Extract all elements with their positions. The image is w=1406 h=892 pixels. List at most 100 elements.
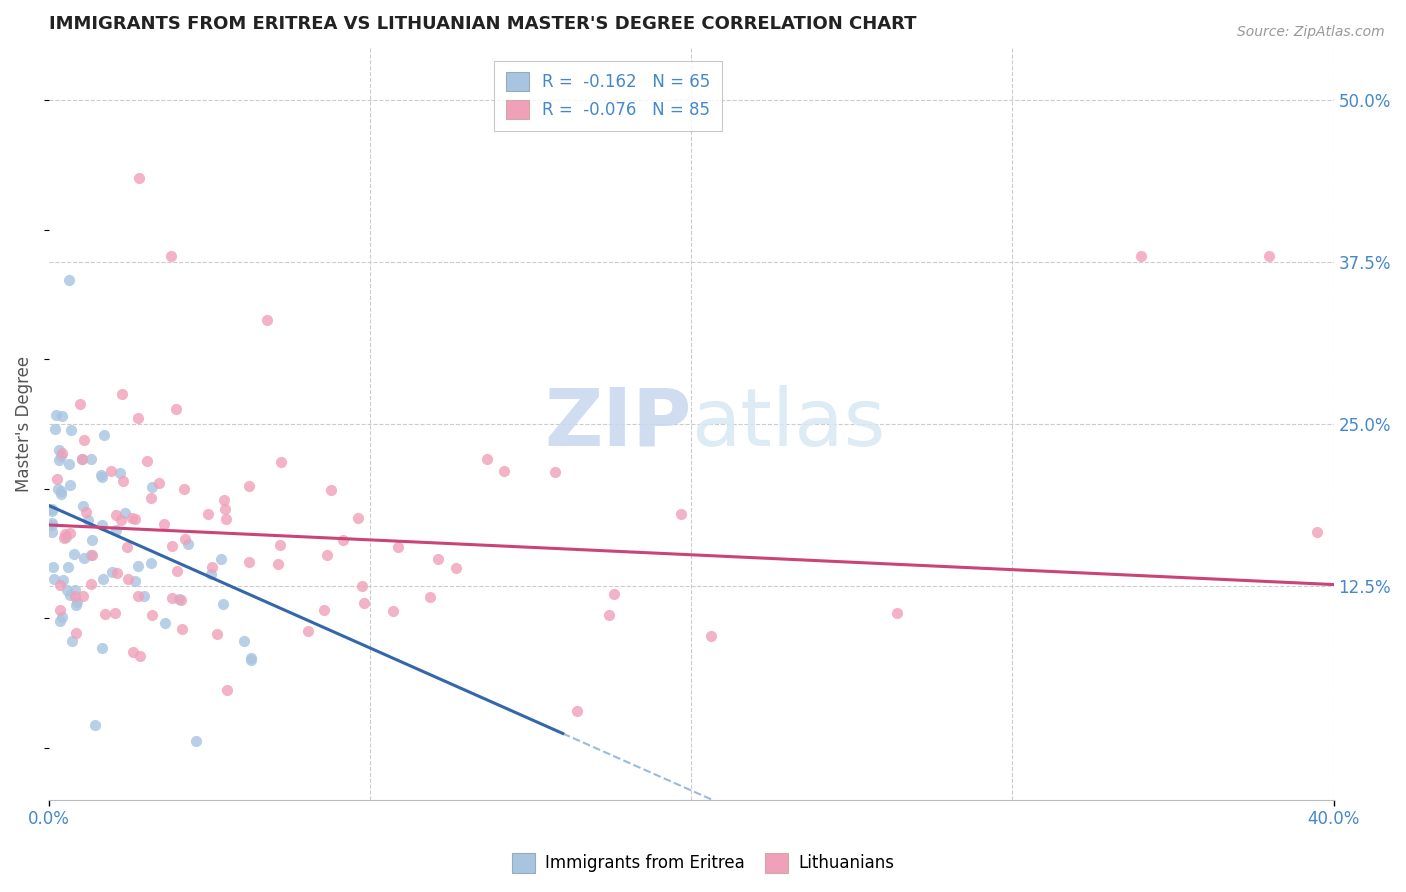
Text: atlas: atlas [692,385,886,463]
Point [59,588,82,602]
Text: IMMIGRANTS FROM ERITREA VS LITHUANIAN MASTER'S DEGREE CORRELATION CHART: IMMIGRANTS FROM ERITREA VS LITHUANIAN MA… [49,15,917,33]
Point [124,512,146,526]
Point [598,607,620,622]
Point [699,630,721,644]
Point [427,552,450,566]
Point [316,548,339,562]
Point [49,614,72,628]
Point [381,604,404,618]
Point [79,576,101,591]
Point [127,410,149,425]
Point [238,555,260,569]
Point [350,579,373,593]
Point [134,590,156,604]
Point [270,455,292,469]
Point [83,718,105,732]
Point [70,452,93,467]
Point [73,433,96,447]
Point [387,540,409,554]
Point [94,607,117,622]
Point [48,453,70,467]
Point [153,516,176,531]
Point [51,610,73,624]
Point [238,479,260,493]
Point [169,593,191,607]
Point [160,249,183,263]
Point [141,480,163,494]
Point [240,653,263,667]
Point [69,396,91,410]
Point [41,504,63,518]
Point [70,451,93,466]
Point [72,589,94,603]
Legend: R =  -0.162   N = 65, R =  -0.076   N = 85: R = -0.162 N = 65, R = -0.076 N = 85 [494,61,723,131]
Point [565,704,588,718]
Y-axis label: Master's Degree: Master's Degree [15,356,32,492]
Point [51,446,73,460]
Point [49,483,72,498]
Point [49,578,72,592]
Point [162,539,184,553]
Point [232,634,254,648]
Point [80,533,103,547]
Point [544,465,567,479]
Point [114,506,136,520]
Point [55,530,77,544]
Text: ZIP: ZIP [544,385,692,463]
Point [56,559,79,574]
Point [201,560,224,574]
Point [297,624,319,638]
Point [72,499,94,513]
Point [446,561,468,575]
Point [321,483,343,497]
Point [42,559,65,574]
Point [100,566,122,580]
Point [669,507,692,521]
Point [212,597,235,611]
Point [200,566,222,581]
Point [51,409,73,423]
Point [170,622,193,636]
Point [239,651,262,665]
Point [141,607,163,622]
Point [46,472,69,486]
Point [56,582,79,597]
Point [197,507,219,521]
Point [48,443,70,458]
Point [214,502,236,516]
Point [59,478,82,492]
Point [347,511,370,525]
Point [90,470,112,484]
Point [166,564,188,578]
Point [1129,249,1152,263]
Point [165,401,187,416]
Point [41,516,63,530]
Point [419,590,441,604]
Point [124,574,146,588]
Point [167,591,190,606]
Point [100,464,122,478]
Point [603,587,626,601]
Point [492,464,515,478]
Point [77,512,100,526]
Point [63,548,86,562]
Legend: Immigrants from Eritrea, Lithuanians: Immigrants from Eritrea, Lithuanians [505,847,901,880]
Point [136,454,159,468]
Point [90,517,112,532]
Point [110,513,132,527]
Point [66,595,89,609]
Point [127,559,149,574]
Point [104,606,127,620]
Point [44,422,66,436]
Point [162,591,184,606]
Point [60,634,83,648]
Point [122,645,145,659]
Point [148,475,170,490]
Point [93,427,115,442]
Point [58,273,80,287]
Point [127,590,149,604]
Point [212,493,235,508]
Point [139,491,162,506]
Point [73,550,96,565]
Point [80,452,103,467]
